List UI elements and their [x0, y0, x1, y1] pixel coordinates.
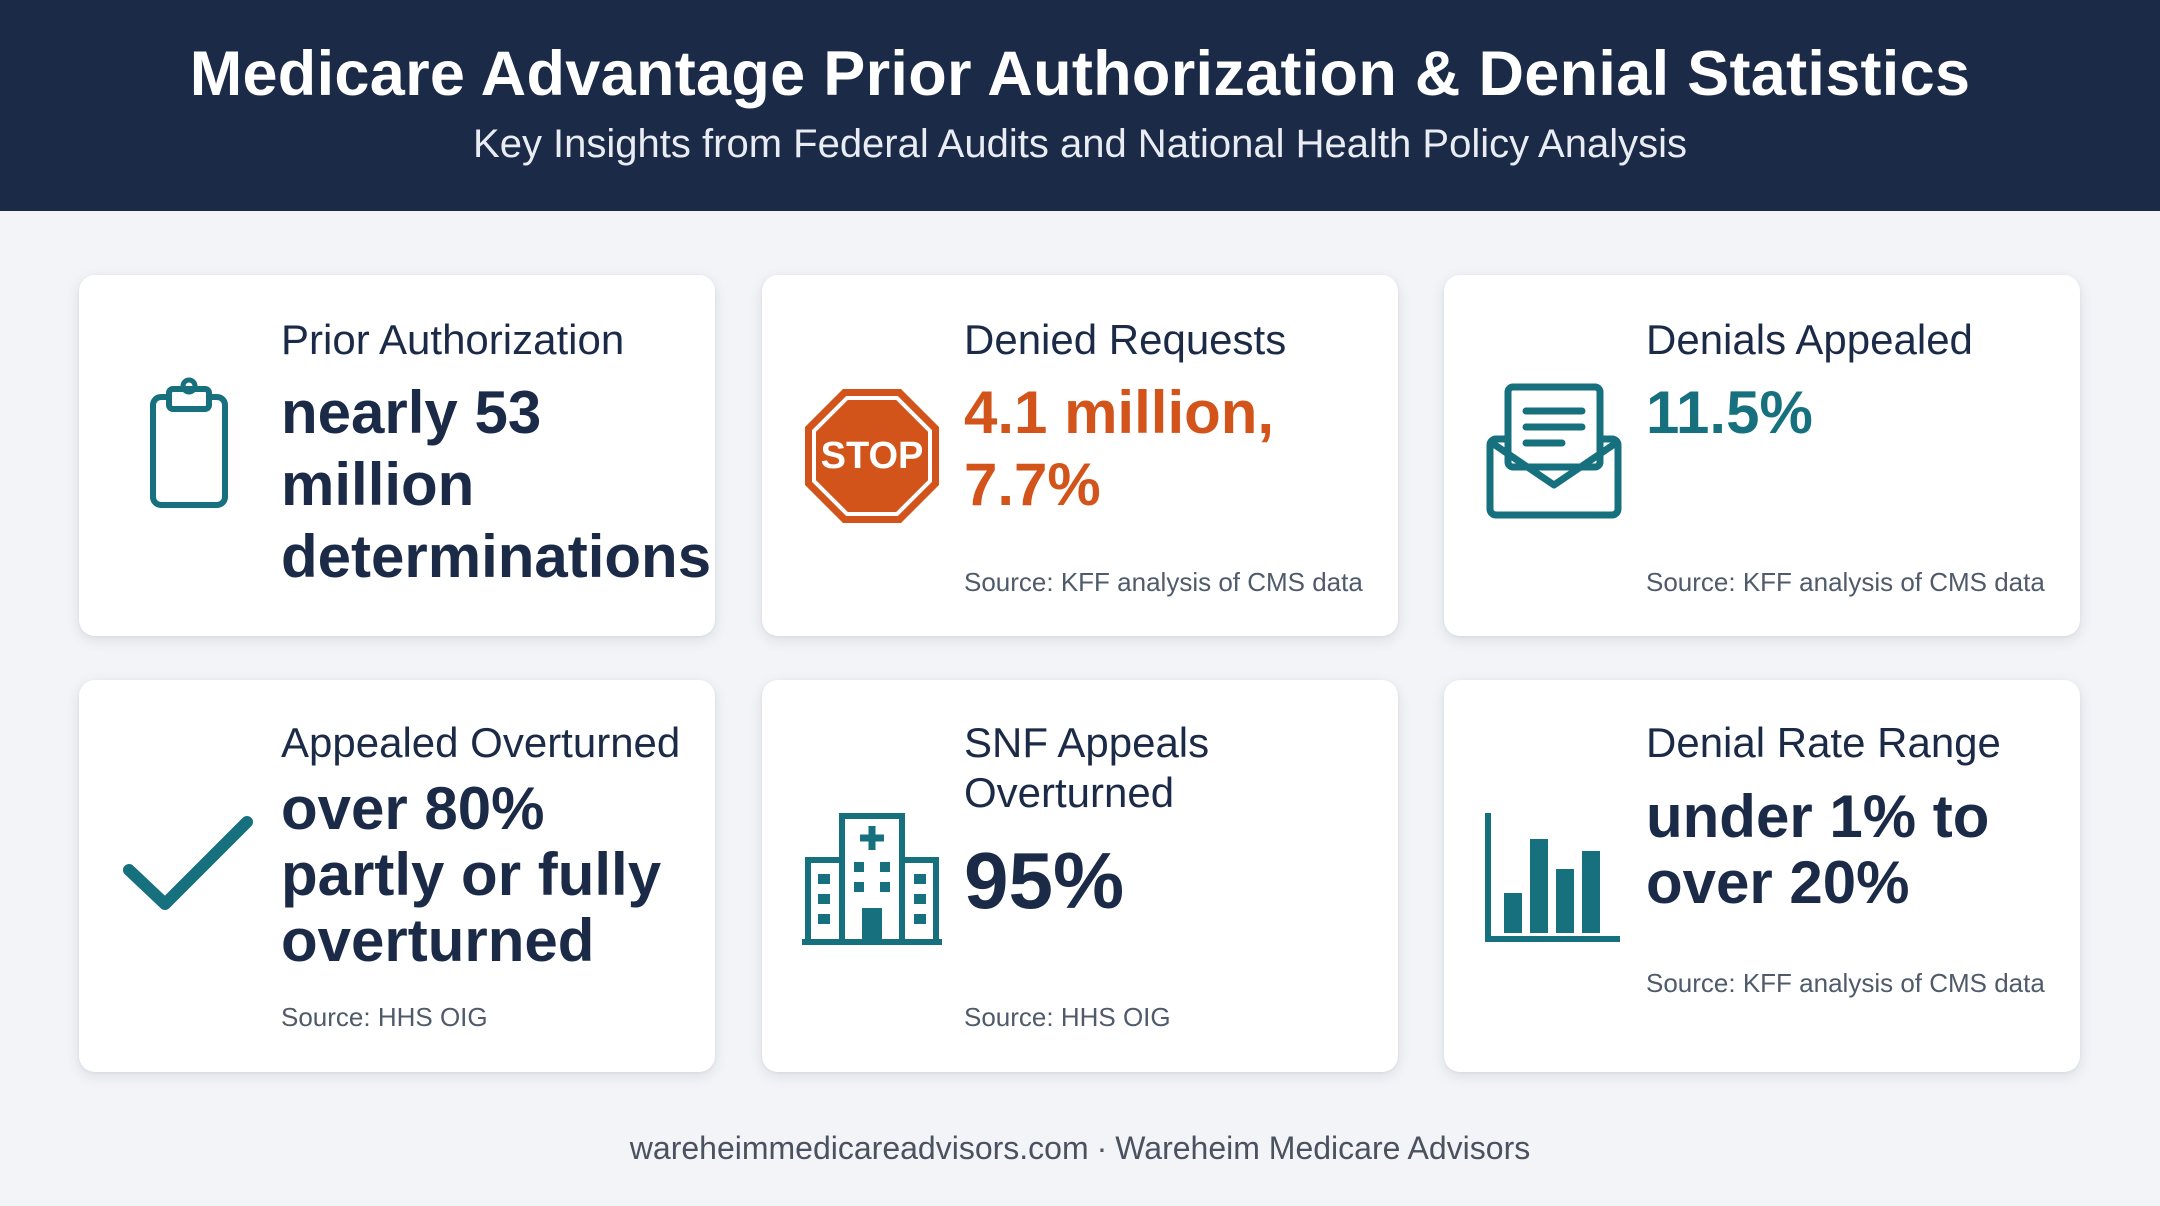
stat-card-denial-rate-range: Denial Rate Range under 1% to over 20% S…	[1444, 680, 2080, 1072]
stat-label: Denied Requests	[964, 316, 1287, 363]
stat-source: Source: KFF analysis of CMS data	[1646, 968, 2045, 998]
footer-separator: ·	[1096, 1130, 1108, 1166]
stat-label: Denials Appealed	[1646, 316, 1973, 363]
hospital-icon	[802, 808, 942, 948]
page-subtitle: Key Insights from Federal Audits and Nat…	[473, 122, 1687, 166]
stat-label: Appealed Overturned	[281, 719, 681, 766]
stat-value: 11.5%	[1646, 379, 1813, 446]
stat-card-prior-authorization: Prior Authorization nearly 53 million de…	[79, 275, 715, 636]
stat-card-snf-appeals-overturned: SNF Appeals Overturned 95% Source: HHS O…	[762, 680, 1398, 1072]
stat-label: SNF Appeals Overturned	[964, 719, 1210, 816]
checkmark-icon	[119, 800, 259, 940]
footer-website[interactable]: wareheimmedicareadvisors.com	[629, 1130, 1089, 1166]
stat-label: Denial Rate Range	[1646, 719, 2001, 766]
stop-sign-text: STOP	[821, 435, 924, 477]
stat-card-denied-requests: STOP Denied Requests 4.1 million, 7.7% S…	[762, 275, 1398, 636]
clipboard-icon	[119, 375, 259, 515]
footer: wareheimmedicareadvisors.com · Wareheim Me…	[0, 1130, 2160, 1167]
stat-label: Prior Authorization	[281, 316, 625, 363]
stat-source: Source: KFF analysis of CMS data	[1646, 567, 2045, 597]
stat-source: Source: HHS OIG	[964, 1002, 1171, 1032]
stat-card-denials-appealed: Denials Appealed 11.5% Source: KFF analy…	[1444, 275, 2080, 636]
stat-source: Source: HHS OIG	[281, 1002, 488, 1032]
stat-card-appealed-overturned: Appealed Overturned over 80% partly or f…	[79, 680, 715, 1072]
stat-value: 95%	[964, 836, 1125, 925]
bar-chart-icon	[1484, 805, 1624, 945]
stat-value: over 80% partly or fully overturned	[281, 775, 662, 974]
envelope-icon	[1484, 381, 1624, 521]
stat-value: under 1% to over 20%	[1646, 783, 1990, 916]
stat-source: Source: KFF analysis of CMS data	[964, 567, 1363, 597]
page-title: Medicare Advantage Prior Authorization &…	[189, 39, 1971, 109]
stop-sign-icon: STOP	[802, 386, 942, 526]
stat-value: nearly 53 million determinations	[281, 379, 712, 590]
stat-value: 4.1 million, 7.7%	[964, 379, 1275, 518]
header-banner: Medicare Advantage Prior Authorization &…	[0, 0, 2160, 211]
footer-company: Wareheim Medicare Advisors	[1115, 1130, 1531, 1166]
